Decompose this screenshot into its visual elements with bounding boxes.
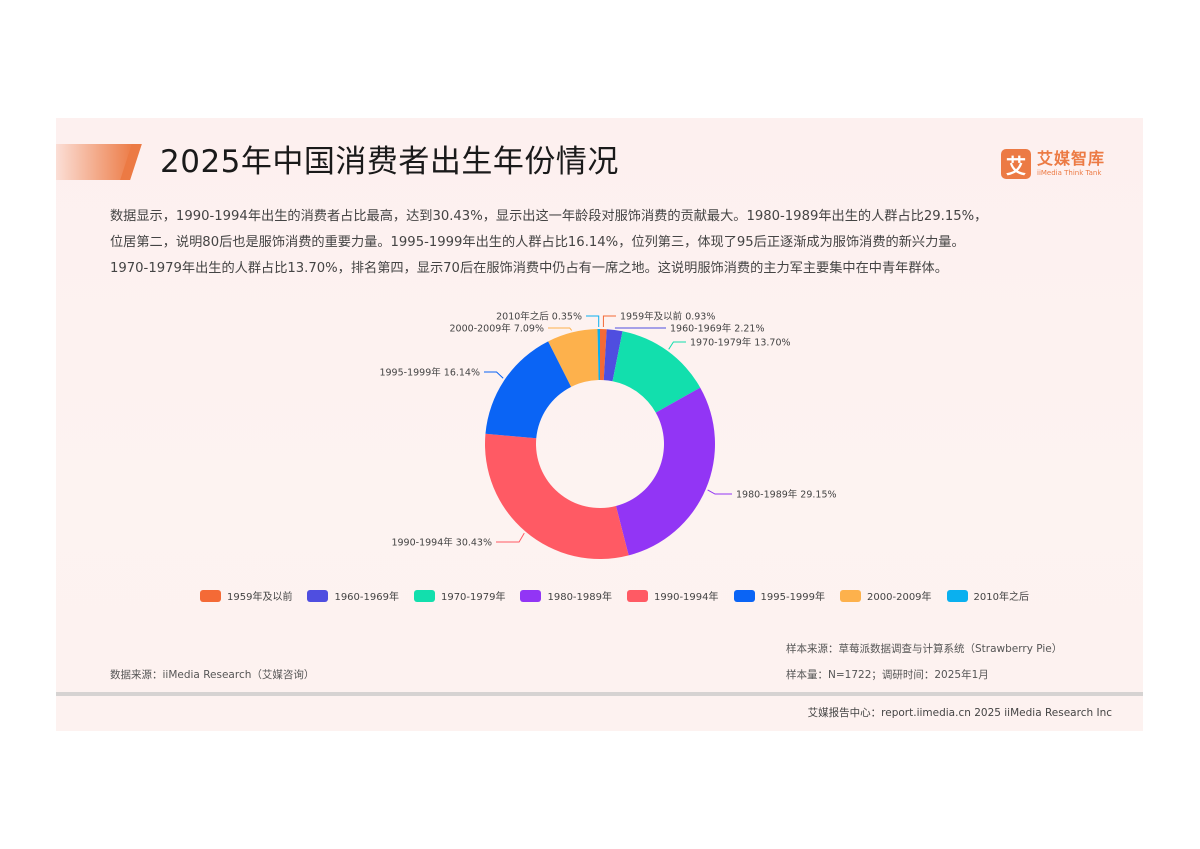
page-title: 2025年中国消费者出生年份情况	[160, 144, 619, 180]
leader-line	[548, 327, 573, 331]
logo-name-en: iiMedia Think Tank	[1037, 169, 1102, 177]
donut-slice[interactable]	[612, 331, 701, 413]
legend-swatch	[307, 589, 329, 602]
donut-slice[interactable]	[615, 387, 715, 556]
description: 数据显示，1990-1994年出生的消费者占比最高，达到30.43%，显示出这一…	[110, 204, 1120, 282]
donut-chart: 1959年及以前 0.93%1960-1969年 2.21% 1970-1979年…	[379, 311, 837, 559]
logo-icon: 艾	[1001, 149, 1031, 179]
legend-swatch	[946, 589, 968, 602]
data-source: 数据来源：iiMedia Research（艾媒咨询）	[110, 669, 315, 681]
donut-slice[interactable]	[484, 433, 629, 559]
legend-item[interactable]: 1959年及以前	[200, 588, 292, 603]
leader-line	[707, 489, 732, 495]
legend-label: 2010年之后	[973, 592, 1029, 603]
legend-item[interactable]: 2010年之后	[946, 588, 1029, 603]
legend-label: 1980-1989年	[547, 592, 612, 603]
leader-line	[484, 371, 504, 379]
legend-label: 1970-1979年	[440, 592, 506, 603]
legend-swatch	[627, 589, 648, 602]
leader-line	[586, 315, 600, 328]
description-line: 1970-1979年出生的人群占比13.70%，排名第四，显示70后在服饰消费中…	[110, 261, 948, 276]
logo: 艾 艾媒智库 iiMedia Think Tank	[1001, 146, 1105, 182]
slice-label: 1960-1969年 2.21%	[670, 323, 764, 335]
report-card: 2025年中国消费者出生年份情况 艾 艾媒智库 iiMedia Think Ta…	[56, 118, 1143, 731]
legend-swatch	[413, 589, 435, 602]
slice-label: 1959年及以前 0.93%	[620, 311, 715, 323]
logo-name-cn: 艾媒智库	[1037, 149, 1106, 168]
description-line: 位居第二，说明80后也是服饰消费的重要力量。1995-1999年出生的人群占比1…	[110, 235, 965, 250]
legend-item[interactable]: 1990-1994年	[627, 588, 719, 603]
leader-line	[668, 341, 686, 350]
donut-slice[interactable]	[548, 329, 599, 387]
leader-line	[496, 532, 525, 543]
slice-label: 2000-2009年 7.09%	[450, 323, 544, 335]
slice-label: 1990-1994年 30.43%	[391, 537, 492, 549]
slice-label: 2010年之后 0.35%	[496, 311, 582, 323]
legend-swatch	[200, 589, 221, 602]
legend-item[interactable]: 1995-1999年	[733, 588, 826, 603]
sample-source: 样本来源：草莓派数据调查与计算系统（Strawberry Pie）	[786, 643, 1063, 655]
legend-label: 1959年及以前	[227, 592, 293, 603]
description-line: 数据显示，1990-1994年出生的消费者占比最高，达到30.43%，显示出这一…	[110, 209, 988, 224]
legend-item[interactable]: 2000-2009年	[840, 588, 932, 603]
legend-swatch	[840, 589, 862, 602]
donut-slice[interactable]	[603, 329, 623, 382]
donut-slice[interactable]	[600, 329, 607, 381]
legend-label: 2000-2009年	[867, 592, 932, 603]
sample-size: 样本量：N=1722；调研时间：2025年1月	[786, 669, 989, 681]
slice-label: 1980-1989年 29.15%	[736, 489, 837, 501]
divider	[56, 692, 1143, 696]
footer-text: 艾媒报告中心：report.iimedia.cn 2025 iiMedia Re…	[807, 707, 1112, 719]
donut-slice[interactable]	[597, 329, 600, 381]
slice-label: 1995-1999年 16.14%	[379, 367, 480, 379]
slice-label: 1970-1979年 13.70%	[690, 337, 791, 349]
legend-item[interactable]: 1980-1989年	[520, 588, 612, 603]
donut-slice[interactable]	[485, 341, 572, 439]
legend-label: 1990-1994年	[654, 592, 719, 603]
legend-swatch	[733, 589, 755, 602]
legend-item[interactable]: 1970-1979年	[413, 588, 506, 603]
chart-legend: 1959年及以前 1960-1969年 1970-1979年 1980-1989年 19…	[200, 588, 1044, 603]
legend-label: 1995-1999年	[760, 592, 826, 603]
legend-label: 1960-1969年	[334, 592, 399, 603]
legend-item[interactable]: 1960-1969年	[307, 588, 399, 603]
legend-swatch	[520, 589, 542, 602]
leader-line	[602, 315, 616, 328]
